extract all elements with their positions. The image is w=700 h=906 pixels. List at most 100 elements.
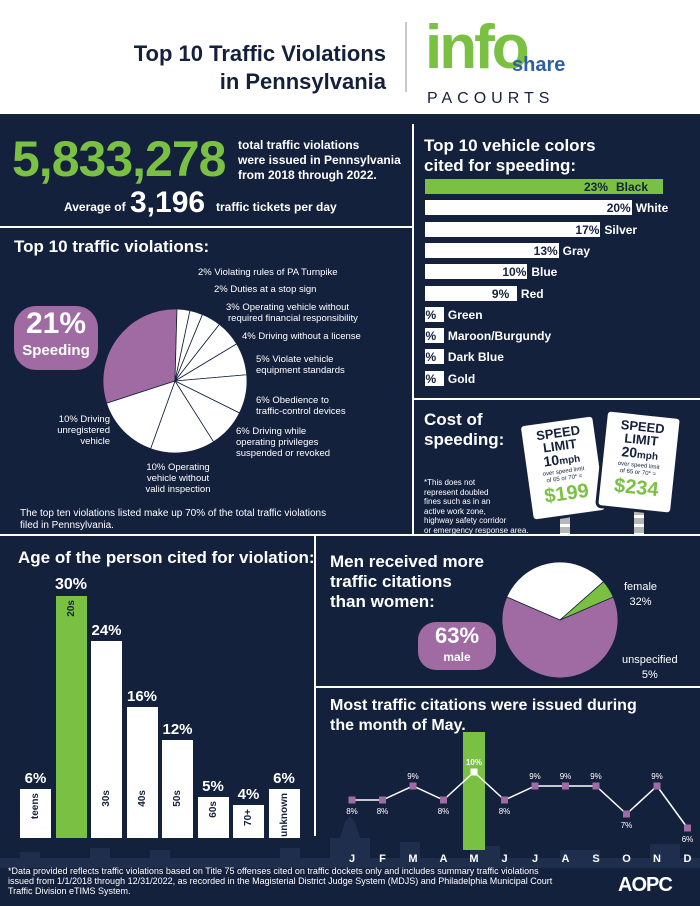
total-text-3: from 2018 through 2022. (238, 168, 377, 182)
month-point-11 (684, 824, 691, 832)
total-text-2: were issued in Pennsylvania (238, 153, 401, 167)
age-bar-30s (91, 641, 122, 838)
logo-share: share (512, 54, 566, 76)
cost-title-2: speeding: (424, 430, 505, 449)
month-tick-5: J (501, 853, 507, 864)
age-value-3: 16% (126, 687, 158, 705)
gender-title-1: Men received more (330, 552, 485, 571)
logo-info: info (425, 13, 530, 82)
month-line (352, 770, 689, 829)
month-point-1 (379, 796, 386, 804)
age-value-2: 24% (91, 622, 122, 640)
age-chart: teens 6% 20s 30% 30s 24% 40s 16% 50s 12% 60s 5% 70+ 4… (20, 576, 310, 838)
month-value-label-10: 9% (651, 772, 663, 781)
title-line-2: in Pennsylvania (219, 69, 386, 94)
month-value-label-5: 8% (499, 807, 511, 816)
violation-slice-8 (150, 380, 215, 454)
month-point-6 (531, 782, 539, 790)
label-equipment-2: equipment standards (256, 365, 345, 376)
footer-note: *Data provided reflects traffic violatio… (8, 866, 608, 896)
month-value-label-3: 8% (438, 807, 450, 816)
color-bar-maroon-burgundy (424, 327, 445, 345)
color-name-0: Black (616, 180, 649, 194)
month-value-label-9: 7% (621, 821, 633, 830)
month-point-2 (409, 782, 417, 790)
color-name-8: Dark Blue (447, 350, 504, 365)
age-bar-unknown (268, 788, 300, 838)
month-tick-7: A (562, 853, 570, 864)
footer-line-3: Traffic Division eTIMS System. (8, 886, 131, 896)
violations-title: Top 10 traffic violations: (14, 237, 210, 256)
sign-1-mph-value: 10 (542, 451, 561, 470)
color-name-1: White (635, 201, 669, 216)
color-name-3: Gray (562, 243, 590, 258)
cost-note: *This does not represent doubled fines s… (424, 478, 529, 535)
gender-slice-2 (559, 581, 614, 621)
color-pct-8: 2% (418, 350, 437, 365)
divider-vertical-bottom (314, 536, 316, 836)
sign-1-mph-unit: mph (558, 453, 582, 468)
label-license: 4% Driving without a license (242, 331, 361, 342)
violations-note-2: filed in Pennsylvania. (20, 520, 114, 531)
month-value-label-2: 9% (407, 772, 419, 781)
month-tick-9: O (622, 853, 631, 864)
violation-slice-9 (106, 380, 176, 450)
colors-title: Top 10 vehicle colors cited for speeding… (424, 136, 596, 176)
months-chart: 8% J 8% F 9% M 8% A 10% M 8% J 9% J 9% A 9% S 7% O 9% N 6% D (346, 732, 693, 864)
total-description: total traffic violations were issued in … (238, 138, 408, 183)
age-bar-40s (126, 706, 158, 838)
speeding-pct: 21% (25, 307, 87, 340)
month-tick-4: M (469, 853, 478, 864)
month-value-label-1: 8% (377, 807, 389, 816)
color-pct-4: 10% (502, 265, 527, 280)
gender-pie (501, 561, 619, 679)
divider-vertical-top (412, 124, 414, 534)
cost-note-4: active work zone, (424, 506, 486, 516)
month-tick-6: J (532, 853, 538, 864)
unspec-label: unspecified (622, 654, 678, 666)
cost-note-3: fines such as in an (424, 497, 491, 506)
age-bar-50s (162, 739, 193, 838)
cost-title-1: Cost of (424, 410, 483, 429)
color-bar-red (424, 284, 518, 302)
cost-note-1: *This does not (424, 478, 476, 487)
label-stop-sign: 2% Duties at a stop sign (214, 284, 317, 295)
gender-title-3: than women: (330, 592, 435, 611)
age-value-1: 30% (54, 576, 88, 593)
colors-chart: 23% Black 20% White 17% Silver 13% Gray 10% Blue 9… (419, 178, 700, 390)
speeding-pill: 21% Speeding (14, 306, 98, 370)
total-text-1: total traffic violations (238, 138, 360, 152)
color-name-2: Silver (604, 222, 638, 237)
total-violations: 5,833,278 (12, 131, 226, 187)
color-name-7: Maroon/Burgundy (447, 329, 552, 344)
color-bar-gray (424, 241, 560, 259)
label-suspended-2: operating privileges (236, 437, 319, 448)
age-value-0: 6% (24, 769, 47, 787)
month-tick-0: J (349, 853, 355, 864)
logo-pacourts: PACOURTS (427, 90, 555, 107)
age-value-5: 5% (202, 778, 224, 795)
color-bar-silver (424, 220, 602, 238)
gender-slice-1 (506, 561, 605, 621)
month-point-3 (440, 796, 447, 804)
colors-title-2: cited for speeding: (424, 156, 577, 175)
female-pct: 32% (629, 596, 652, 608)
colors-title-1: Top 10 vehicle colors (424, 136, 596, 155)
age-bar-20s (55, 596, 87, 838)
color-name-9: Gold (447, 371, 476, 386)
violation-slice-0 (102, 308, 178, 404)
title-line-1: Top 10 Traffic Violations (133, 41, 386, 66)
month-point-0 (348, 796, 356, 804)
month-point-4 (470, 768, 478, 776)
unspec-pct: 5% (641, 669, 658, 681)
aopc-logo: AOPC (618, 874, 673, 896)
age-label-1: 20s (65, 600, 77, 617)
label-financial-1: 3% Operating vehicle without (226, 302, 350, 313)
label-inspection-3: valid inspection (145, 484, 211, 495)
cost-note-2: represent doubled (424, 487, 489, 497)
month-tick-8: S (592, 853, 599, 864)
label-unregistered: 10% Driving unregistered vehicle (20, 414, 110, 447)
month-tick-1: F (379, 853, 386, 864)
age-bar-60s (197, 797, 229, 838)
sign-2-post (634, 500, 644, 534)
